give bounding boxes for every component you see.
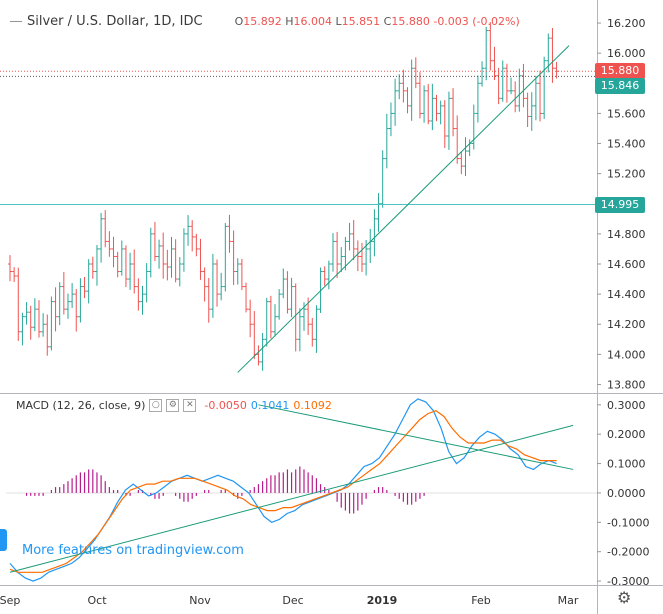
macd-axis-label: -0.3000	[607, 575, 649, 588]
time-axis-label: Feb	[471, 594, 490, 607]
side-toggle-handle[interactable]	[0, 529, 7, 551]
high-label: H	[285, 15, 293, 28]
visibility-icon[interactable]: ○	[149, 399, 162, 412]
high-value: 16.004	[294, 15, 333, 28]
price-axis-label: 15.200	[607, 168, 646, 181]
promo-link[interactable]: More features on tradingview.com	[22, 543, 244, 558]
price-axis-label: 14.400	[607, 288, 646, 301]
time-axis-label: 2019	[367, 594, 398, 607]
time-axis-label: Oct	[87, 594, 107, 607]
support-level-tag: 14.995	[595, 197, 645, 213]
macd-axis-label: 0.1000	[607, 458, 646, 471]
macd-line-value: 0.1041	[251, 399, 290, 412]
macd-header: MACD (12, 26, close, 9) ○ ⚙ ✕ -0.0050 0.…	[16, 399, 332, 412]
chart-background	[0, 0, 663, 614]
macd-axis-label: 0.3000	[607, 399, 646, 412]
macd-signal-value: 0.1092	[293, 399, 332, 412]
time-axis-label: Sep	[0, 594, 20, 607]
price-axis-label: 15.600	[607, 107, 646, 120]
time-axis-label: Dec	[282, 594, 303, 607]
change-value: -0.003 (-0.02%)	[433, 15, 519, 28]
price-axis-label: 14.800	[607, 228, 646, 241]
settings-icon[interactable]: ⚙	[166, 399, 179, 412]
level-price-tag: 15.846	[595, 78, 645, 94]
price-axis-label: 15.400	[607, 138, 646, 151]
chart-canvas: 13.80014.00014.20014.40014.60014.80015.0…	[0, 0, 663, 614]
macd-title: MACD (12, 26, close, 9)	[16, 399, 145, 412]
macd-axis-label: -0.2000	[607, 546, 649, 559]
macd-axis-label: 0.0000	[607, 487, 646, 500]
low-value: 15.851	[342, 15, 381, 28]
macd-hist-value: -0.0050	[204, 399, 246, 412]
time-axis-label: Nov	[189, 594, 211, 607]
price-axis-label: 16.200	[607, 17, 646, 30]
price-axis-label: 14.200	[607, 318, 646, 331]
close-value: 15.880	[391, 15, 430, 28]
symbol-title: Silver / U.S. Dollar, 1D, IDC	[27, 14, 203, 29]
price-axis-label: 13.800	[607, 378, 646, 391]
chart-settings-icon[interactable]: ⚙	[617, 588, 631, 607]
open-label: O	[235, 15, 244, 28]
price-axis-label: 14.000	[607, 348, 646, 361]
collapse-legend-icon[interactable]: ―	[10, 16, 21, 27]
price-axis-label: 14.600	[607, 258, 646, 271]
macd-axis-label: -0.1000	[607, 516, 649, 529]
chart-header: ― Silver / U.S. Dollar, 1D, IDC O15.892 …	[10, 14, 520, 29]
open-value: 15.892	[243, 15, 282, 28]
macd-axis-label: 0.2000	[607, 428, 646, 441]
last-price-tag: 15.880	[595, 63, 645, 79]
time-axis-label: Mar	[558, 594, 579, 607]
ohlc-values: O15.892 H16.004 L15.851 C15.880 -0.003 (…	[235, 15, 520, 28]
close-icon[interactable]: ✕	[183, 399, 196, 412]
price-axis-label: 16.000	[607, 47, 646, 60]
